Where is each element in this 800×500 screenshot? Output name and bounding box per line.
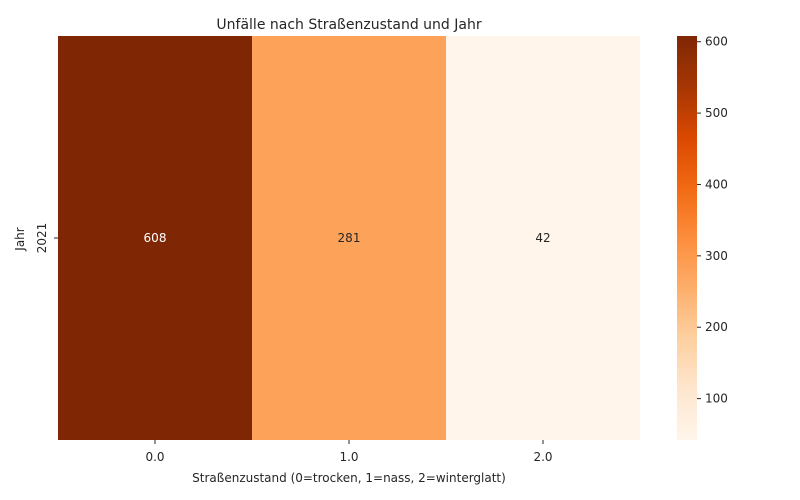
colorbar-tick-label: 200 xyxy=(705,320,728,334)
colorbar-ticks: 100 200 300 400 500 600 xyxy=(697,35,728,406)
colorbar-tick-label: 600 xyxy=(705,35,728,49)
colorbar-tick-label: 100 xyxy=(705,392,728,406)
y-tick-label: 2021 xyxy=(35,223,49,254)
x-tick-label: 2.0 xyxy=(533,450,552,464)
y-axis-label: Jahr xyxy=(13,227,27,251)
cell-value-label: 42 xyxy=(535,231,550,245)
x-tick-label: 1.0 xyxy=(339,450,358,464)
x-axis-label: Straßenzustand (0=trocken, 1=nass, 2=win… xyxy=(192,471,506,485)
heatmap-cell xyxy=(58,36,252,440)
heatmap-cells: 608 281 42 xyxy=(58,36,640,440)
heatmap-cell xyxy=(446,36,640,440)
cell-value-label: 608 xyxy=(144,231,167,245)
colorbar-tick-label: 400 xyxy=(705,177,728,191)
colorbar xyxy=(677,36,697,440)
x-tick-label: 0.0 xyxy=(145,450,164,464)
cell-value-label: 281 xyxy=(338,231,361,245)
heatmap-cell xyxy=(252,36,446,440)
y-axis-ticks: 2021 xyxy=(35,223,58,254)
chart-title: Unfälle nach Straßenzustand und Jahr xyxy=(216,17,481,33)
colorbar-tick-label: 300 xyxy=(705,249,728,263)
colorbar-tick-label: 500 xyxy=(705,106,728,120)
x-axis-ticks: 0.0 1.0 2.0 xyxy=(145,440,553,464)
